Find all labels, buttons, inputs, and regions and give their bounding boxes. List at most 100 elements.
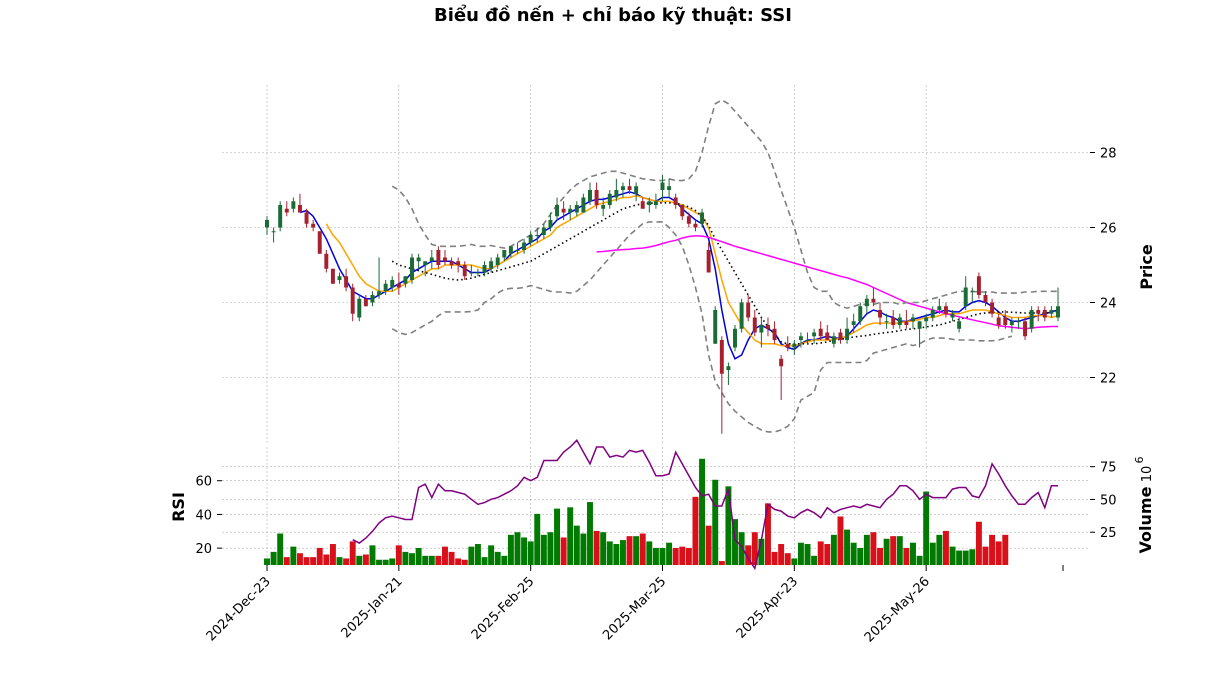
- candle-body: [851, 321, 856, 325]
- candle-body: [555, 205, 560, 217]
- volume-bar: [718, 561, 725, 565]
- volume-bars: [264, 458, 1009, 565]
- volume-bar: [771, 551, 778, 565]
- volume-bar: [501, 555, 508, 565]
- price-tick-label: 22: [1100, 372, 1117, 387]
- candle-body: [535, 235, 540, 236]
- volume-bar: [877, 547, 883, 565]
- date-tick-label: 2024-Dec-23: [204, 574, 274, 644]
- volume-bar: [679, 546, 686, 565]
- volume-bar: [573, 525, 580, 565]
- volume-bar: [804, 544, 811, 565]
- volume-bar: [283, 557, 290, 565]
- candle-body: [482, 265, 487, 273]
- candle-body: [1049, 310, 1054, 314]
- candle-body: [377, 291, 382, 295]
- volume-bar: [290, 546, 297, 565]
- volume-bar: [343, 558, 350, 565]
- candle-body: [284, 208, 289, 213]
- candle-body: [581, 197, 586, 213]
- candle-body: [752, 317, 757, 333]
- volume-bar: [890, 536, 897, 565]
- candle-body: [667, 186, 672, 190]
- candle-body: [561, 208, 566, 213]
- candle-body: [396, 283, 401, 288]
- candle-body: [957, 321, 962, 329]
- candle-body: [627, 186, 632, 190]
- candle-body: [660, 182, 665, 190]
- volume-bar: [560, 537, 567, 565]
- candle-body: [673, 197, 678, 205]
- volume-bar: [633, 536, 640, 565]
- candle-body: [864, 298, 869, 307]
- volume-bar: [587, 502, 593, 565]
- candle-body: [423, 261, 428, 265]
- volume-bar: [395, 545, 402, 565]
- candle-body: [726, 366, 731, 370]
- candle-body: [693, 223, 698, 228]
- volume-bar: [554, 508, 560, 565]
- rsi-tick-label: 40: [195, 508, 212, 523]
- candle-body: [858, 306, 863, 322]
- candle-body: [475, 272, 480, 274]
- volume-bar: [402, 551, 409, 565]
- candle-body: [601, 205, 606, 209]
- candle-body: [1023, 321, 1028, 337]
- volume-bar: [857, 547, 864, 565]
- axes-labels: Price RSI Volume 10 6: [169, 244, 1156, 553]
- volume-bar: [850, 542, 857, 565]
- candle-body: [990, 302, 995, 314]
- volume-bar: [336, 557, 343, 565]
- volume-bar: [863, 534, 870, 565]
- volume-bar: [883, 538, 890, 565]
- volume-bar: [751, 532, 758, 565]
- volume-bar: [534, 513, 541, 565]
- candle-body: [871, 298, 876, 303]
- candle-body: [370, 295, 375, 303]
- volume-bar: [666, 542, 673, 565]
- volume-bar: [929, 542, 936, 565]
- price-tick-label: 26: [1100, 222, 1117, 237]
- candle-body: [706, 250, 711, 273]
- volume-bar: [329, 544, 336, 565]
- chart-title: Biểu đồ nến + chỉ báo kỹ thuật: SSI: [434, 4, 792, 26]
- volume-bar: [1002, 534, 1009, 565]
- volume-bar: [830, 534, 837, 565]
- candle-body: [1042, 310, 1047, 318]
- candle-body: [924, 317, 929, 322]
- candle-body: [588, 190, 592, 202]
- volume-bar: [547, 532, 554, 565]
- candle-body: [1003, 317, 1008, 325]
- candle-body: [634, 186, 639, 194]
- volume-bar: [567, 507, 574, 565]
- candle-body: [410, 257, 414, 280]
- volume-bar: [521, 537, 528, 565]
- candle-body: [680, 205, 685, 217]
- rsi-tick-label: 20: [195, 542, 212, 557]
- candle-body: [825, 332, 830, 340]
- volume-bar: [376, 559, 383, 565]
- candle-body: [845, 328, 850, 340]
- candle-body: [653, 201, 658, 205]
- candle-body: [390, 280, 395, 288]
- candle-body: [785, 343, 790, 348]
- candle-body: [363, 298, 368, 307]
- date-tick-label: 2025-Jan-21: [339, 574, 406, 641]
- volume-bar: [705, 525, 712, 565]
- volume-bar: [942, 530, 949, 565]
- candle-body: [904, 321, 909, 325]
- candle-body: [772, 328, 777, 340]
- candle-body: [429, 257, 434, 262]
- volume-bar: [896, 536, 903, 565]
- candle-body: [548, 220, 553, 228]
- volume-bar: [428, 555, 435, 565]
- volume-bar: [811, 555, 818, 565]
- candle-body: [337, 276, 342, 280]
- candle-body: [911, 317, 915, 322]
- candle-body: [324, 253, 329, 269]
- volume-bar: [442, 546, 448, 565]
- volume-bar: [619, 540, 626, 565]
- candle-body: [1056, 306, 1060, 318]
- volume-bar: [639, 533, 646, 565]
